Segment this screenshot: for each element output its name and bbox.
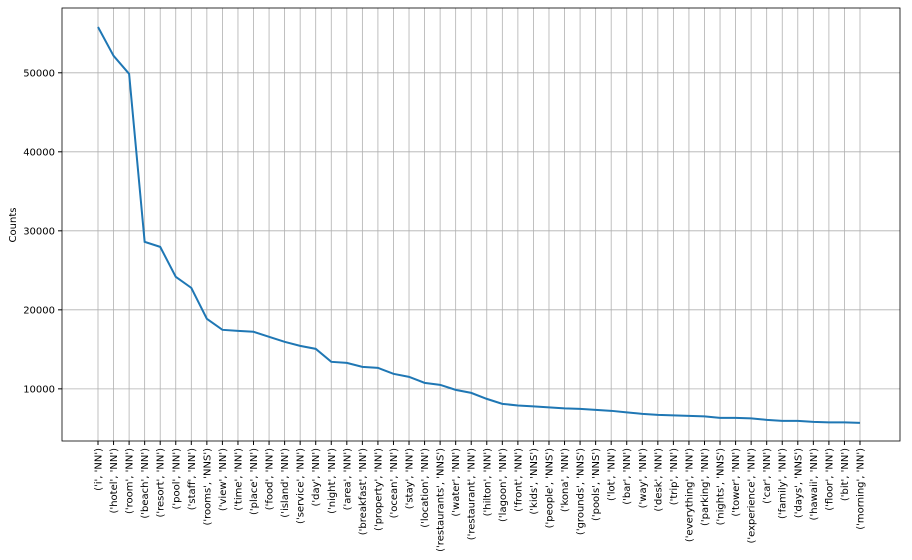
x-tick-label: ('pool', 'NN') <box>171 448 182 510</box>
y-axis-label: Counts <box>8 208 19 243</box>
y-tick-label: 40000 <box>23 147 55 158</box>
x-tick-label: ('grounds', 'NNS') <box>576 448 587 535</box>
x-tick-label: ('front', 'NN') <box>513 448 524 512</box>
x-tick-label: ('ocean', 'NN') <box>389 448 400 518</box>
x-tick-label: ('people', 'NNS') <box>544 448 555 528</box>
x-tick-label: ('beach', 'NN') <box>140 448 151 519</box>
x-tick-label: ('rooms', 'NNS') <box>202 448 213 526</box>
y-tick-label: 50000 <box>23 68 55 79</box>
x-tick-label: ('location', 'NN') <box>420 448 431 528</box>
x-tick-label: ('floor', 'NN') <box>824 448 835 511</box>
x-tick-label: ('kona', 'NN') <box>560 448 571 512</box>
x-tick-label: ('view', 'NN') <box>218 448 229 511</box>
x-tick-label: ('service', 'NN') <box>296 448 307 524</box>
x-tick-label: ('restaurants', 'NNS') <box>436 448 447 552</box>
x-tick-label: ('staff', 'NN') <box>187 448 198 510</box>
x-tick-label: ('pools', 'NNS') <box>591 448 602 521</box>
x-tick-label: ('days', 'NNS') <box>793 448 804 518</box>
plot-frame <box>61 7 901 442</box>
line <box>97 26 861 424</box>
x-tick-label: ('night', 'NN') <box>327 448 338 514</box>
x-tick-label: ('time', 'NN') <box>233 448 244 511</box>
x-tick-label: ('experience', 'NN') <box>747 448 758 544</box>
x-tick-label: ('property', 'NN') <box>373 448 384 531</box>
x-tick-label: ('hilton', 'NN') <box>482 448 493 516</box>
x-tick-label: ('family', 'NN') <box>778 448 789 519</box>
y-tick-label: 30000 <box>23 226 55 237</box>
x-tick-label: ('kids', 'NNS') <box>529 448 540 515</box>
x-tick-label: ('breakfast', 'NN') <box>358 448 369 535</box>
x-tick-label: ('bar', 'NN') <box>622 448 633 505</box>
x-tick-label: ('resort', 'NN') <box>156 448 167 518</box>
x-tick-label: ('trip', 'NN') <box>669 448 680 505</box>
x-tick-label: ('desk', 'NN') <box>653 448 664 512</box>
x-tick-label: ('bit', 'NN') <box>840 448 851 501</box>
x-tick-label: ('day', 'NN') <box>311 448 322 507</box>
x-tick-label: ('room', 'NN') <box>125 448 136 514</box>
x-tick-label: ('parking', 'NN') <box>700 448 711 526</box>
x-tick-label: ('everything', 'NN') <box>684 448 695 542</box>
x-tick-label: ('restaurant', 'NN') <box>467 448 478 540</box>
x-tick-label: ('morning', 'NN') <box>856 448 867 530</box>
x-tick-label: ('hotel', 'NN') <box>109 448 120 514</box>
y-tick-label: 10000 <box>23 384 55 395</box>
x-tick-label: ('island', 'NN') <box>280 448 291 518</box>
x-tick-label: ('car', 'NN') <box>762 448 773 504</box>
x-tick-label: ('stay', 'NN') <box>405 448 416 509</box>
x-tick-label: ('food', 'NN') <box>265 448 276 510</box>
x-tick-label: ('water', 'NN') <box>451 448 462 517</box>
x-tick-label: ('area', 'NN') <box>342 448 353 511</box>
x-tick-label: ('hawaii', 'NN') <box>809 448 820 521</box>
x-tick-label: ('i', 'NN') <box>94 448 105 491</box>
x-tick-label: ('place', 'NN') <box>249 448 260 515</box>
x-tick-label: ('nights', 'NNS') <box>716 448 727 525</box>
y-tick-label: 20000 <box>23 305 55 316</box>
x-tick-label: ('lagoon', 'NN') <box>498 448 509 522</box>
x-tick-label: ('lot', 'NN') <box>607 448 618 501</box>
x-tick-label: ('way', 'NN') <box>638 448 649 508</box>
x-tick-label: ('tower', 'NN') <box>731 448 742 517</box>
